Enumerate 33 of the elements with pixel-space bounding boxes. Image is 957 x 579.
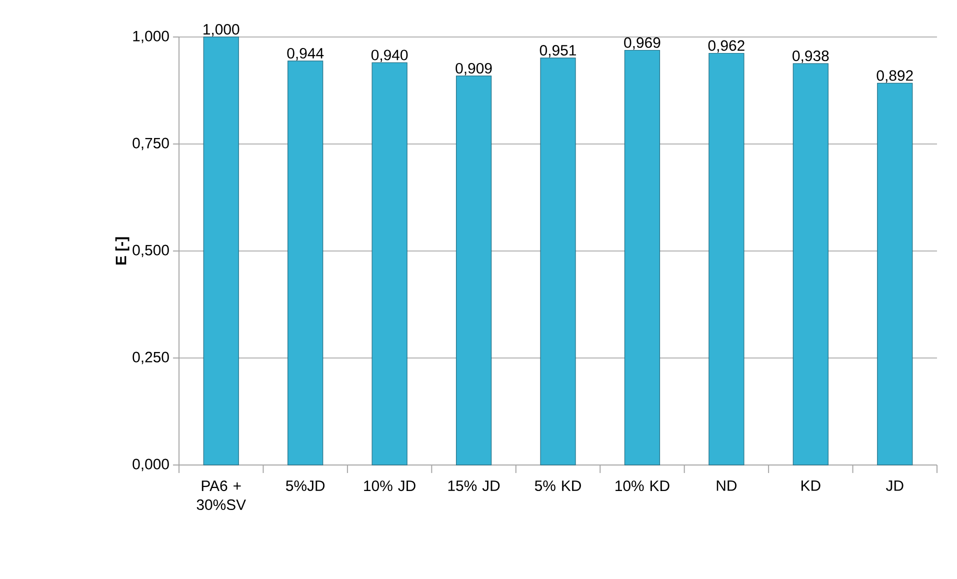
x-tick-label: ND bbox=[716, 480, 737, 491]
bar bbox=[708, 52, 744, 466]
y-tick-label: 0,000 bbox=[132, 458, 169, 472]
bar bbox=[792, 63, 828, 466]
y-tick-label: 0,250 bbox=[132, 352, 169, 364]
bar bbox=[203, 36, 239, 466]
data-label: 0,909 bbox=[456, 62, 492, 76]
data-label: 0,951 bbox=[540, 44, 576, 58]
x-tick-label: JD bbox=[886, 480, 904, 491]
bar bbox=[540, 58, 576, 466]
x-tick-label: 10% JD bbox=[364, 480, 416, 492]
x-tick-label: KD bbox=[802, 480, 820, 491]
x-tick-label: 5%JD bbox=[286, 480, 325, 492]
x-tick-label: PA6 + 30%SV bbox=[196, 480, 246, 510]
y-tick-label: 0,500 bbox=[132, 244, 169, 258]
data-label: 0,944 bbox=[287, 48, 324, 60]
data-label: 0,938 bbox=[792, 50, 829, 63]
bar bbox=[456, 76, 492, 466]
bar bbox=[877, 82, 913, 466]
y-tick-label: 0,750 bbox=[132, 138, 169, 150]
data-label: 1,000 bbox=[204, 24, 240, 36]
data-label: 0,969 bbox=[624, 37, 660, 50]
x-tick-label: 10% KD bbox=[616, 480, 670, 492]
bar bbox=[288, 60, 324, 466]
y-axis-title: E [-] bbox=[115, 237, 130, 265]
bar bbox=[372, 62, 408, 466]
bar bbox=[624, 50, 660, 466]
data-label: 0,940 bbox=[371, 50, 408, 62]
y-tick-label: 1,000 bbox=[133, 30, 169, 44]
data-label: 0,892 bbox=[876, 70, 913, 83]
x-tick-label: 5% KD bbox=[534, 480, 581, 492]
x-tick-label: 15% JD bbox=[448, 480, 500, 492]
data-label: 0,962 bbox=[708, 40, 744, 53]
